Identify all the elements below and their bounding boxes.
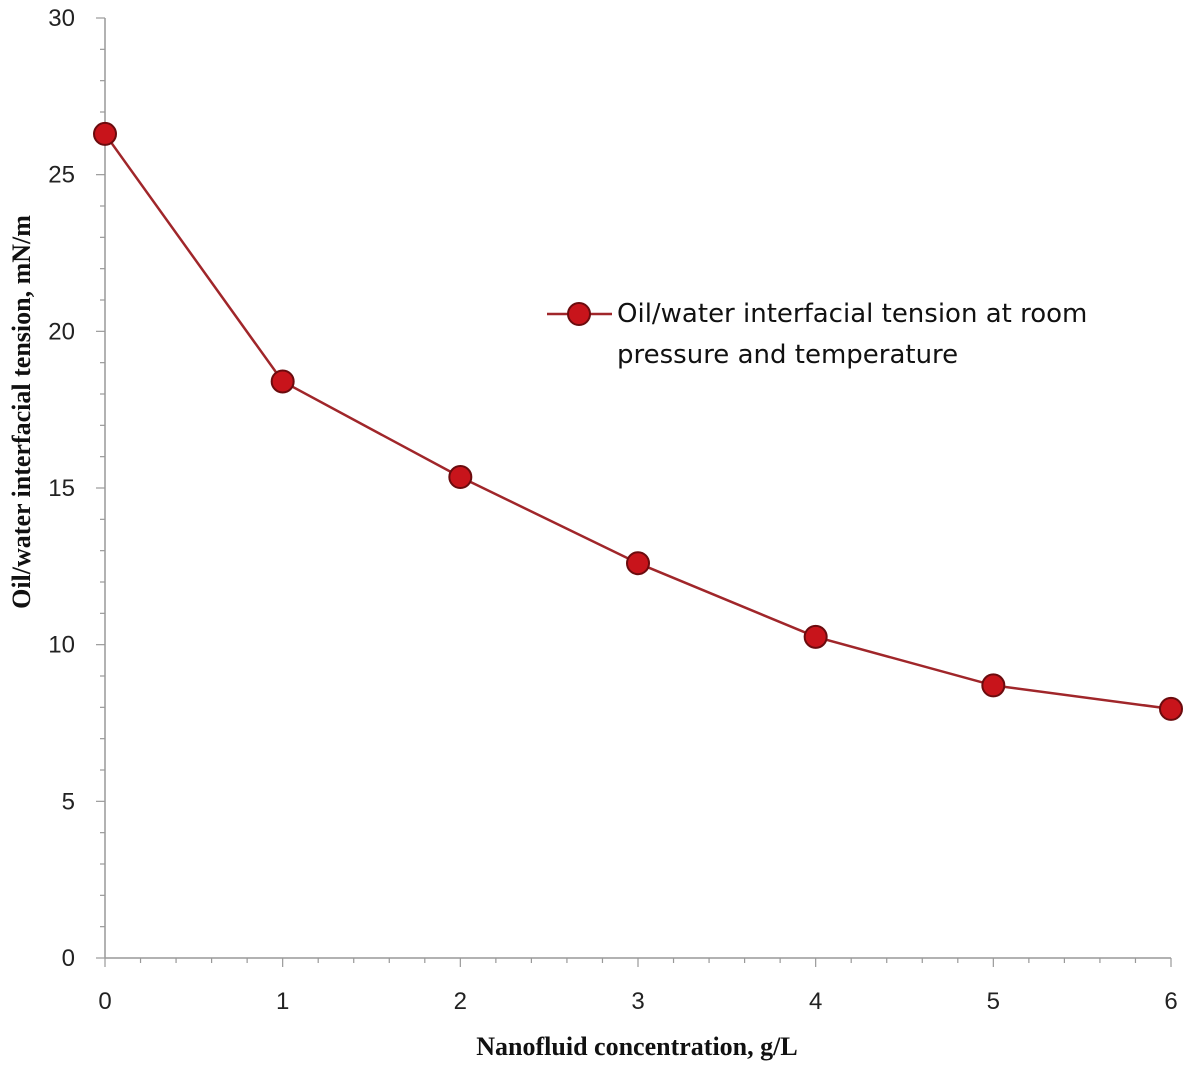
data-point	[93, 121, 117, 146]
x-tick-label: 5	[987, 988, 1000, 1015]
y-tick-label: 25	[48, 162, 75, 189]
legend-marker	[567, 302, 591, 326]
axes	[96, 17, 1172, 967]
data-point	[1159, 696, 1183, 721]
series-line	[103, 133, 1172, 711]
y-tick-label: 30	[48, 5, 75, 32]
y-tick-label: 5	[62, 788, 75, 815]
x-tick-label: 3	[631, 988, 644, 1015]
y-axis-title: Oil/water interfacial tension, mN/m	[7, 215, 36, 609]
x-axis-title: Nanofluid concentration, g/L	[476, 1032, 797, 1061]
y-tick-label: 0	[62, 945, 75, 972]
tick-labels: 0 5 10 15 20 25 30 0 1 2 3 4 5 6	[48, 5, 1177, 1015]
legend-label-line1: Oil/water interfacial tension at room	[617, 299, 1087, 329]
data-point	[448, 465, 473, 490]
legend: Oil/water interfacial tension at room pr…	[547, 299, 1087, 370]
x-tick-label: 4	[809, 988, 822, 1015]
x-tick-label: 0	[98, 988, 111, 1015]
x-tick-label: 6	[1164, 988, 1177, 1015]
data-point	[626, 551, 650, 576]
data-point	[803, 624, 828, 649]
data-point	[270, 369, 295, 394]
legend-label-line2: pressure and temperature	[617, 340, 958, 370]
y-tick-label: 15	[48, 475, 75, 502]
series	[93, 121, 1183, 721]
x-tick-label: 1	[276, 988, 289, 1015]
y-tick-label: 10	[48, 632, 75, 659]
data-point	[981, 673, 1006, 698]
y-tick-label: 20	[48, 318, 75, 345]
x-tick-label: 2	[454, 988, 467, 1015]
